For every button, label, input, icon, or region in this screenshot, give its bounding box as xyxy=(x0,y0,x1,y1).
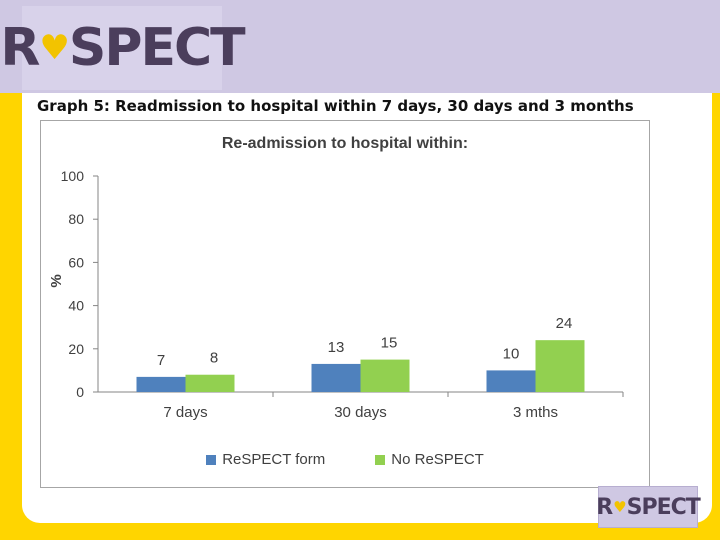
x-tick-label: 7 days xyxy=(163,404,207,421)
legend-item: ReSPECT form xyxy=(206,451,325,468)
legend-label: ReSPECT form xyxy=(222,451,326,468)
bar-respect-form xyxy=(486,370,536,392)
data-label: 7 xyxy=(157,352,165,369)
respect-logo: R ♥ SPECT xyxy=(0,6,246,90)
small-logo-text: R ♥ SPECT xyxy=(596,494,701,520)
logo-suffix: SPECT xyxy=(68,18,246,78)
bar-chart: 0 20 40 60 80 100% 7 days 7 8 30 days 13 15 3 mths 10… xyxy=(48,168,624,421)
chart-title: Re-admission to hospital within: xyxy=(221,135,469,152)
x-tick-label: 30 days xyxy=(334,404,387,421)
data-label: 10 xyxy=(503,345,520,362)
data-label: 8 xyxy=(210,350,218,367)
y-tick-label: 60 xyxy=(68,254,84,270)
small-logo-suffix: SPECT xyxy=(626,494,701,520)
y-tick-label: 100 xyxy=(61,168,85,184)
heart-icon: ♥ xyxy=(39,28,70,68)
legend-label: No ReSPECT xyxy=(391,451,484,468)
bar-respect-form xyxy=(136,376,186,392)
y-tick-label: 80 xyxy=(68,211,84,227)
y-axis-label: % xyxy=(48,274,65,287)
chart-legend: ReSPECT form No ReSPECT xyxy=(41,451,649,468)
bar-respect-form xyxy=(311,363,361,392)
legend-swatch xyxy=(375,454,386,465)
y-tick-label: 20 xyxy=(68,341,84,357)
legend-item: No ReSPECT xyxy=(375,451,484,468)
data-label: 15 xyxy=(381,335,398,352)
bar-no-respect xyxy=(535,340,585,392)
data-label: 24 xyxy=(556,315,573,332)
graph-caption: Graph 5: Readmission to hospital within … xyxy=(37,97,634,115)
small-heart-icon: ♥ xyxy=(613,498,626,516)
small-logo-prefix: R xyxy=(596,494,613,520)
y-tick-label: 40 xyxy=(68,298,84,314)
y-tick-label: 0 xyxy=(76,384,84,400)
data-label: 13 xyxy=(328,339,345,356)
legend-swatch xyxy=(206,454,217,465)
x-tick-label: 3 mths xyxy=(513,404,558,421)
respect-small-logo: R ♥ SPECT xyxy=(596,486,701,528)
bar-no-respect xyxy=(185,374,235,392)
logo-prefix: R xyxy=(0,18,40,78)
bar-no-respect xyxy=(360,359,410,392)
respect-logo-text: R ♥ SPECT xyxy=(0,18,246,78)
chart-frame: Re-admission to hospital within: 0 20 40 60… xyxy=(40,120,650,488)
